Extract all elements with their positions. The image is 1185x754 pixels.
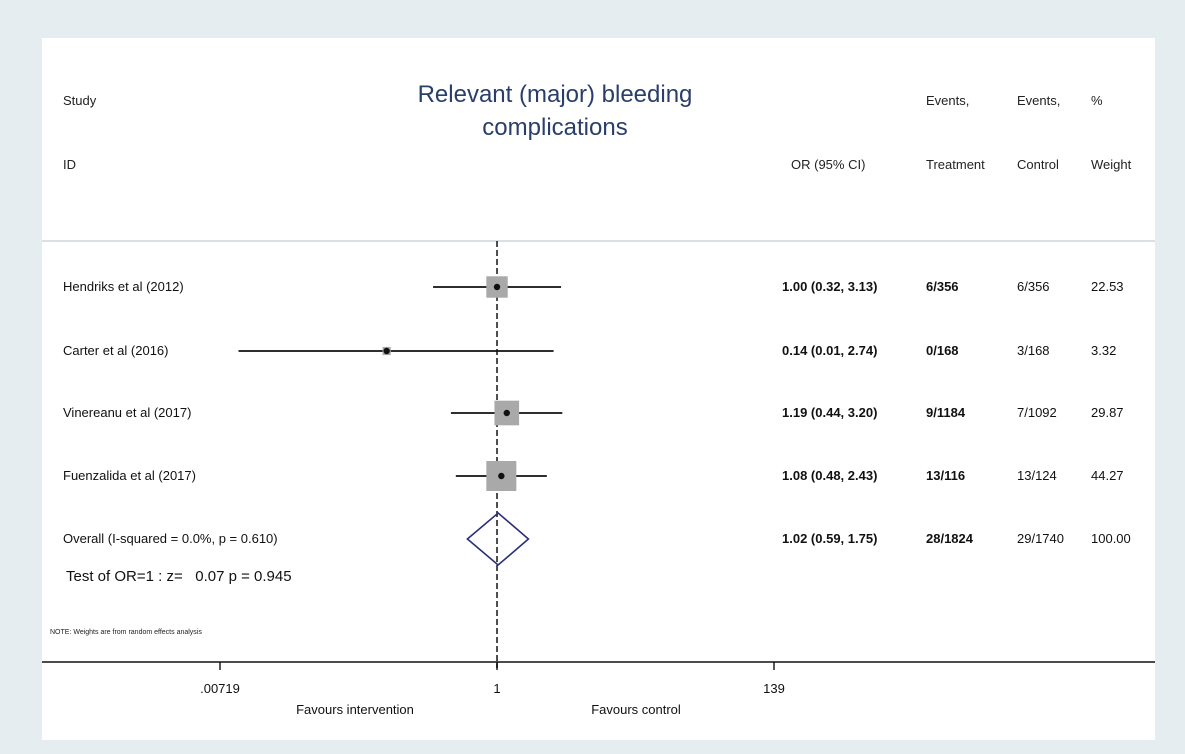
study-row: Vinereanu et al (2017) 1.19 (0.44, 3.20)…: [63, 400, 1124, 426]
chart-title-line-2: complications: [482, 114, 627, 141]
header-weight-1: %: [1091, 93, 1103, 108]
point-estimate: [383, 347, 390, 355]
header-study: Study: [63, 93, 97, 108]
forest-plot: Relevant (major) bleeding complications …: [42, 81, 1155, 717]
point-estimate: [493, 283, 501, 291]
events-treatment: 6/356: [926, 279, 959, 294]
x-tick-label: 1: [493, 681, 500, 696]
or-ci-value: 1.08 (0.48, 2.43): [782, 468, 877, 483]
or-ci-value: 1.00 (0.32, 3.13): [782, 279, 877, 294]
overall-weight-value: 100.00: [1091, 531, 1131, 546]
forest-plot-panel: Relevant (major) bleeding complications …: [42, 38, 1155, 740]
x-tick-label: 139: [763, 681, 785, 696]
x-tick-label: .00719: [200, 681, 240, 696]
header-or: OR (95% CI): [791, 157, 865, 172]
study-name: Vinereanu et al (2017): [63, 405, 191, 420]
study-row: Fuenzalida et al (2017) 1.08 (0.48, 2.43…: [63, 461, 1124, 491]
favours-control-label: Favours control: [591, 702, 681, 717]
weight-value: 44.27: [1091, 468, 1124, 483]
header-events-control-1: Events,: [1017, 93, 1060, 108]
study-name: Hendriks et al (2012): [63, 279, 184, 294]
weight-value: 3.32: [1091, 343, 1116, 358]
favours-intervention-label: Favours intervention: [296, 702, 414, 717]
overall-or-ci-value: 1.02 (0.59, 1.75): [782, 531, 877, 546]
point-estimate: [503, 409, 510, 417]
or-ci-value: 0.14 (0.01, 2.74): [782, 343, 877, 358]
header-weight-2: Weight: [1091, 157, 1132, 172]
overall-label: Overall (I-squared = 0.0%, p = 0.610): [63, 531, 278, 546]
overall-events-treatment: 28/1824: [926, 531, 974, 546]
overall-events-control: 29/1740: [1017, 531, 1064, 546]
events-control: 13/124: [1017, 468, 1057, 483]
events-treatment: 0/168: [926, 343, 959, 358]
header-events-treatment-1: Events,: [926, 93, 969, 108]
weight-value: 29.87: [1091, 405, 1124, 420]
overall-row: Overall (I-squared = 0.0%, p = 0.610) 1.…: [63, 511, 1131, 567]
events-control: 7/1092: [1017, 405, 1057, 420]
events-control: 6/356: [1017, 279, 1050, 294]
weight-value: 22.53: [1091, 279, 1124, 294]
study-row: Carter et al (2016) 0.14 (0.01, 2.74) 0/…: [63, 343, 1116, 358]
weights-note: NOTE: Weights are from random effects an…: [50, 629, 202, 636]
test-statistic: Test of OR=1 : z= 0.07 p = 0.945: [66, 568, 292, 585]
overall-diamond: [466, 511, 530, 567]
events-treatment: 13/116: [926, 468, 965, 483]
header-id: ID: [63, 157, 76, 172]
study-name: Carter et al (2016): [63, 343, 169, 358]
header-events-treatment-2: Treatment: [926, 157, 985, 172]
events-control: 3/168: [1017, 343, 1050, 358]
study-name: Fuenzalida et al (2017): [63, 468, 196, 483]
chart-title-line-1: Relevant (major) bleeding: [418, 81, 693, 108]
header-events-control-2: Control: [1017, 157, 1059, 172]
or-ci-value: 1.19 (0.44, 3.20): [782, 405, 877, 420]
point-estimate: [498, 472, 505, 480]
x-axis-ticks: .00719 1 139: [200, 662, 785, 696]
events-treatment: 9/1184: [926, 405, 966, 420]
study-row: Hendriks et al (2012) 1.00 (0.32, 3.13) …: [63, 276, 1124, 298]
